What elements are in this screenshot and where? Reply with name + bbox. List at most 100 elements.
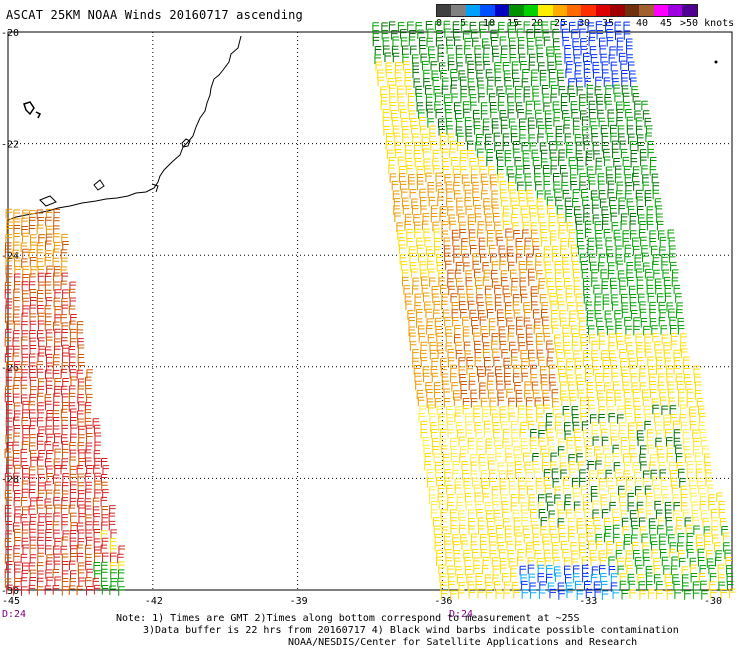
wind-barb: [596, 453, 603, 464]
wind-barb: [625, 182, 632, 192]
wind-barb: [588, 180, 596, 191]
wind-barb: [493, 509, 501, 520]
wind-barb: [5, 328, 12, 339]
wind-barb: [513, 364, 520, 375]
wind-barb: [683, 356, 690, 367]
wind-barb: [540, 374, 548, 384]
wind-barb: [419, 116, 426, 127]
wind-barb: [579, 173, 586, 183]
wind-barb: [5, 464, 13, 475]
wind-barb: [572, 117, 580, 128]
wind-barb: [100, 530, 108, 540]
wind-barb: [536, 53, 544, 63]
wind-barb: [68, 305, 76, 315]
wind-barb: [480, 253, 487, 264]
wind-barb: [487, 372, 494, 383]
wind-barb: [454, 484, 462, 495]
wind-barb: [514, 21, 522, 31]
wind-barb: [583, 437, 591, 448]
wind-barb: [501, 124, 508, 135]
wind-barb: [726, 573, 734, 583]
wind-barb: [577, 461, 585, 472]
wind-barb: [540, 445, 547, 456]
wind-barb: [525, 324, 533, 335]
wind-barb: [480, 549, 488, 559]
wind-barb: [28, 425, 36, 435]
wind-barb: [465, 205, 473, 216]
wind-barb: [411, 205, 419, 215]
wind-barb: [591, 492, 598, 503]
wind-barb: [649, 534, 657, 544]
wind-barb: [439, 132, 447, 143]
wind-barb: [60, 464, 68, 475]
wind-barb: [629, 285, 636, 296]
wind-barb: [54, 576, 61, 586]
wind-barb: [553, 566, 561, 576]
wind-barb: [78, 513, 85, 523]
wind-barb: [520, 574, 527, 584]
wind-barb: [507, 173, 515, 183]
wind-barb: [4, 578, 12, 588]
wind-barb: [68, 585, 76, 595]
wind-barb: [685, 381, 692, 391]
wind-barb: [38, 337, 45, 347]
wind-barb: [45, 504, 53, 515]
wind-barb: [556, 429, 563, 440]
wind-barb: [425, 172, 432, 183]
wind-barb: [410, 45, 417, 56]
wind-barb: [490, 253, 497, 263]
wind-barb: [13, 320, 21, 331]
wind-barb: [403, 285, 410, 295]
wind-barb: [499, 485, 507, 495]
wind-barb: [60, 504, 68, 515]
wind-barb: [54, 464, 61, 475]
wind-barb: [480, 470, 488, 480]
wind-barb: [564, 422, 571, 432]
wind-barb: [407, 93, 415, 103]
wind-barb: [86, 393, 93, 404]
wind-barb: [375, 61, 382, 71]
wind-barb: [430, 212, 438, 223]
wind-barb: [497, 309, 504, 319]
wind-barb: [556, 285, 563, 296]
wind-barb: [625, 108, 632, 119]
wind-barb: [487, 389, 495, 399]
wind-barb: [594, 310, 602, 320]
wind-barb: [616, 46, 624, 56]
wind-barb: [436, 342, 444, 352]
wind-barb: [432, 157, 439, 168]
wind-barb: [586, 84, 594, 95]
wind-barb: [583, 286, 590, 296]
wind-barb: [450, 293, 457, 303]
wind-barb: [645, 565, 653, 576]
wind-barb: [456, 493, 464, 504]
wind-barb: [29, 304, 36, 315]
wind-barb: [397, 85, 404, 96]
wind-barb: [609, 357, 617, 367]
wind-barb: [391, 180, 399, 191]
wind-barb: [487, 76, 494, 87]
wind-barb: [436, 332, 443, 343]
wind-barb: [641, 165, 648, 175]
wind-barb: [587, 310, 594, 320]
wind-barb: [437, 196, 444, 207]
wind-barb: [13, 416, 20, 427]
wind-barb: [599, 557, 607, 567]
wind-barb: [540, 149, 548, 160]
wind-barb: [459, 446, 467, 456]
wind-barb: [61, 440, 69, 451]
wind-barb: [488, 166, 495, 176]
wind-barb: [678, 468, 685, 479]
wind-barb: [476, 509, 483, 519]
wind-barb: [505, 228, 512, 239]
wind-barb: [61, 393, 69, 403]
wind-barb: [4, 489, 12, 500]
wind-barb: [592, 204, 599, 215]
wind-barb: [14, 561, 21, 572]
wind-barb: [479, 245, 486, 256]
scale-label: 30: [578, 18, 591, 29]
wind-barb: [542, 533, 549, 544]
wind-barb: [581, 269, 589, 279]
wind-barb: [491, 486, 499, 496]
